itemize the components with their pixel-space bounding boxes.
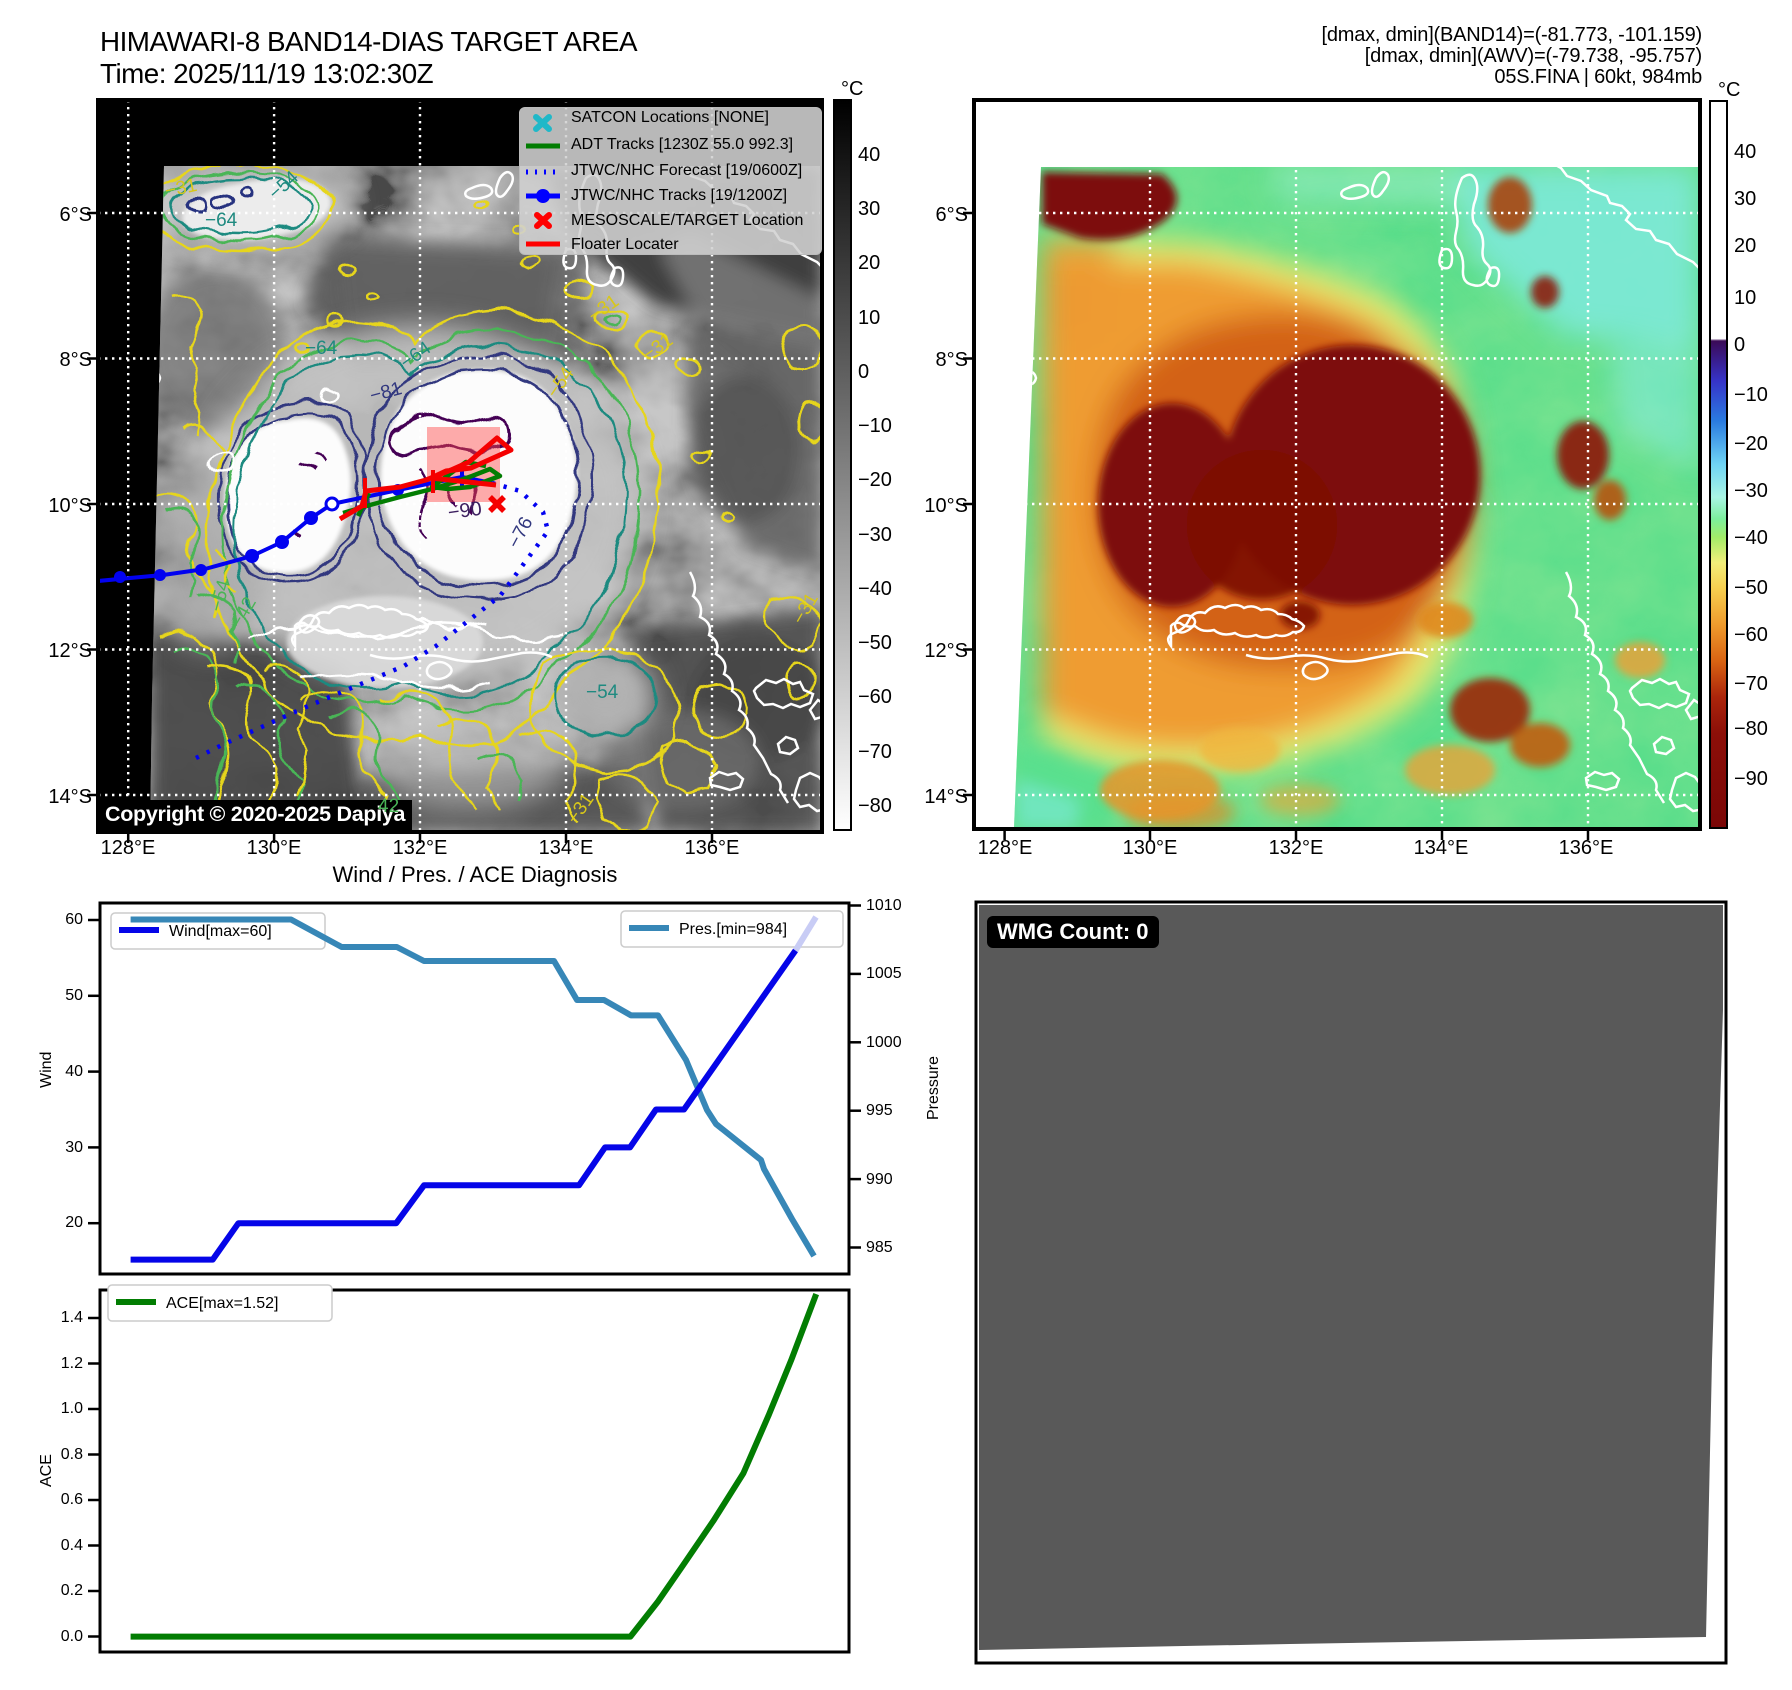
- svg-text:ACE[max=1.52]: ACE[max=1.52]: [166, 1295, 279, 1312]
- svg-text:Wind[max=60]: Wind[max=60]: [169, 923, 272, 940]
- svg-text:Pres.[min=984]: Pres.[min=984]: [679, 921, 787, 938]
